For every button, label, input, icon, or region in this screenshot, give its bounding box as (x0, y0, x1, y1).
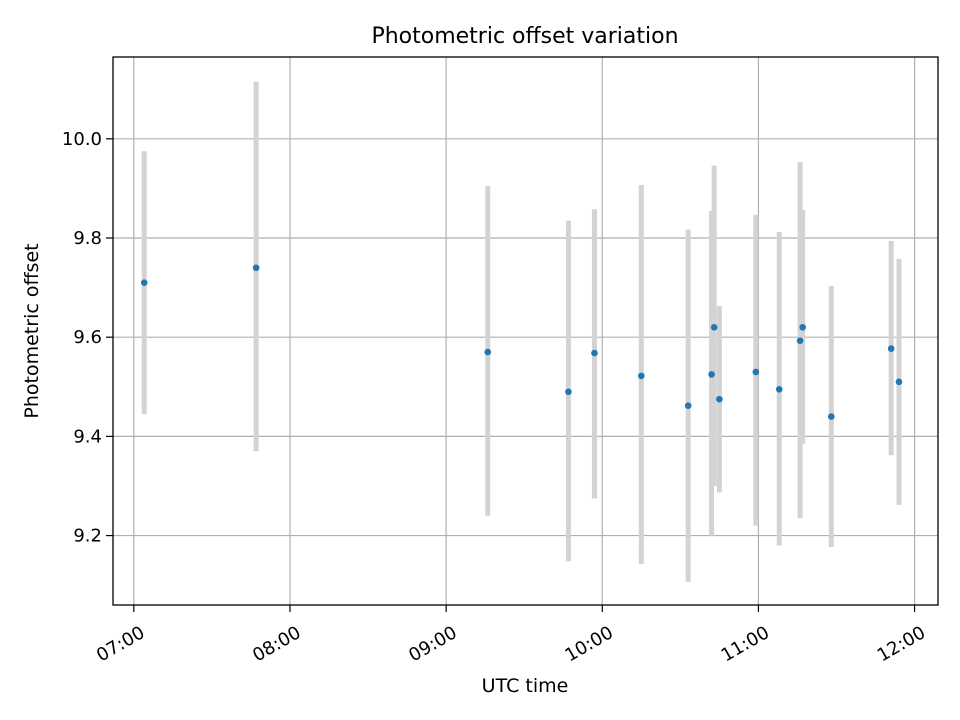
data-point (252, 264, 260, 272)
data-point (684, 402, 692, 409)
y-tick-label: 9.2 (73, 526, 102, 547)
y-tick-label: 9.6 (73, 327, 102, 348)
data-point (708, 371, 715, 378)
y-axis-ticks: 9.2 9.4 9.6 9.8 10.0 (62, 129, 113, 547)
y-tick-label: 9.8 (73, 228, 102, 249)
y-tick-label: 10.0 (62, 129, 102, 150)
data-point (565, 388, 572, 396)
data-point (775, 385, 783, 393)
data-point (716, 395, 723, 403)
data-point (140, 279, 148, 286)
x-axis-label: UTC time (482, 675, 569, 697)
data-point (796, 337, 804, 344)
data-point (710, 323, 718, 331)
data-point (752, 368, 760, 376)
chart-title: Photometric offset variation (371, 24, 678, 49)
plot-frame (112, 56, 939, 606)
data-point (638, 372, 645, 380)
data-markers (140, 264, 903, 420)
data-point (887, 345, 895, 352)
y-axis-label: Photometric offset (21, 243, 43, 418)
data-point (895, 378, 903, 386)
data-point (591, 349, 598, 357)
data-point (827, 413, 835, 420)
data-point (799, 323, 806, 331)
data-point (484, 348, 492, 356)
y-tick-label: 9.4 (73, 426, 102, 447)
